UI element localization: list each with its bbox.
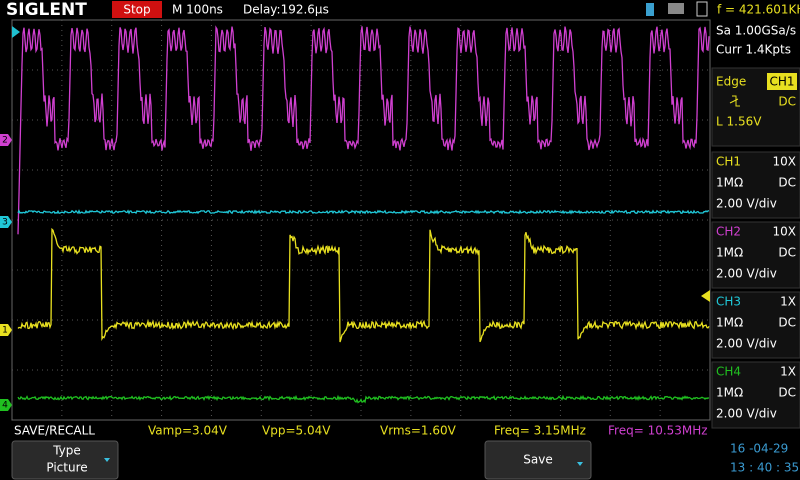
softkey-label: Type	[52, 444, 81, 458]
date: 16 -04-29	[730, 442, 788, 456]
channel-panel[interactable]	[711, 151, 800, 219]
trigger-type: Edge	[716, 75, 746, 89]
trigger-position-marker	[12, 26, 20, 38]
ch4-trace	[17, 394, 710, 404]
channel-marker[interactable]	[0, 324, 12, 336]
channel-panel[interactable]	[711, 291, 800, 359]
trigger-source: CH1	[769, 75, 794, 89]
menu-title: SAVE/RECALL	[14, 424, 95, 438]
channel-probe: 1X	[780, 365, 796, 379]
time: 13 : 40 : 35	[730, 461, 799, 475]
channel-panel[interactable]	[711, 361, 800, 429]
delay: Delay:192.6μs	[243, 3, 329, 17]
channel-marker[interactable]	[0, 216, 12, 228]
softkey[interactable]	[11, 440, 119, 480]
brand: SIGLENT	[6, 0, 87, 20]
status-box	[112, 1, 162, 18]
channel-name: CH2	[716, 225, 741, 239]
channel-name: CH4	[716, 365, 741, 379]
softkey-arrow	[577, 462, 583, 466]
edge-icon	[729, 95, 740, 107]
ch1-trace	[17, 227, 710, 343]
usb-icon	[646, 3, 654, 16]
channel-coupling: DC	[778, 316, 796, 330]
trigger-level-marker	[701, 290, 710, 302]
channel-impedance: 1MΩ	[716, 176, 743, 190]
channel-scale: 2.00 V/div	[716, 197, 777, 211]
measurement: Vamp=3.04V	[148, 424, 228, 438]
graticule	[11, 19, 711, 421]
channel-scale: 2.00 V/div	[716, 267, 777, 281]
ch3-trace	[17, 209, 710, 215]
measurement: Freq= 10.53MHz	[608, 424, 708, 438]
channel-coupling: DC	[778, 176, 796, 190]
softkeys: Type Picture Save	[11, 440, 592, 480]
channel-probe: 10X	[773, 225, 797, 239]
waveforms	[17, 25, 710, 404]
trigger-source-box	[767, 73, 797, 90]
timebase: M 100ns	[172, 3, 223, 17]
trigger-level: L 1.56V	[716, 115, 762, 129]
softkey-arrow	[104, 458, 110, 462]
channel-marker[interactable]	[0, 399, 12, 411]
run-status[interactable]: Stop	[123, 3, 150, 17]
channel-marker[interactable]	[0, 134, 12, 146]
channel-name: CH1	[716, 155, 741, 169]
channel-impedance: 1MΩ	[716, 316, 743, 330]
network-icon	[668, 3, 684, 14]
channel-marker-label: 3	[2, 218, 8, 228]
channel-scale: 2.00 V/div	[716, 407, 777, 421]
ch2-trace	[17, 25, 710, 235]
channel-probe: 1X	[780, 295, 796, 309]
channel-marker-label: 1	[2, 326, 8, 336]
channel-name: CH3	[716, 295, 741, 309]
measurement: Vrms=1.60V	[380, 424, 457, 438]
trigger-frequency: f = 421.601KHz	[717, 3, 800, 17]
channel-marker-label: 4	[2, 401, 8, 411]
trigger-coupling: DC	[778, 95, 796, 109]
channel-marker-label: 2	[2, 136, 8, 146]
channel-scale: 2.00 V/div	[716, 337, 777, 351]
measurement: Freq= 3.15MHz	[494, 424, 586, 438]
channel-coupling: DC	[778, 246, 796, 260]
channel-probe: 10X	[773, 155, 797, 169]
channel-panel[interactable]	[711, 221, 800, 289]
memory-depth: Curr 1.4Kpts	[716, 43, 791, 57]
measurements: Vamp=3.04V Vpp=5.04V Vrms=1.60V Freq= 3.15M…	[148, 424, 708, 438]
softkey[interactable]	[484, 440, 592, 480]
channel-coupling: DC	[778, 386, 796, 400]
softkey-label: Picture	[46, 461, 87, 475]
softkey-label: Save	[523, 453, 552, 467]
measurement: Vpp=5.04V	[262, 424, 331, 438]
channel-impedance: 1MΩ	[716, 386, 743, 400]
channel-impedance: 1MΩ	[716, 246, 743, 260]
sample-rate: Sa 1.00GSa/s	[716, 24, 796, 38]
lan-icon	[696, 1, 708, 17]
